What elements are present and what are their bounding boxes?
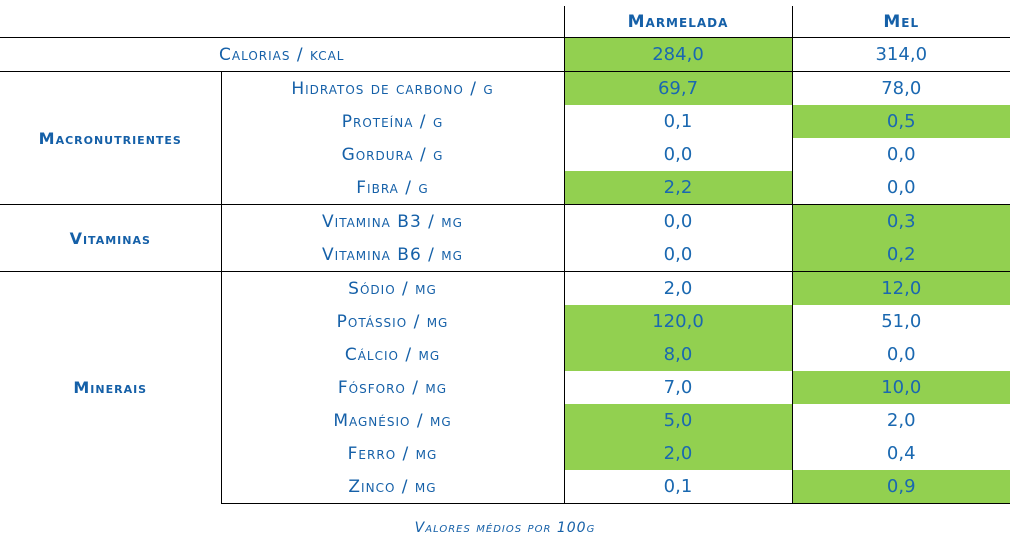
table-row: Gordura / g 0,0 0,0: [0, 138, 1010, 171]
value-marmelada: 0,1: [563, 105, 792, 138]
value-marmelada: 5,0: [563, 404, 792, 437]
table-row-calorias: Calorias / kcal 284,0 314,0: [0, 37, 1010, 72]
table-row: Cálcio / mg 8,0 0,0: [0, 338, 1010, 371]
value-marmelada: 0,0: [563, 204, 792, 238]
group-label-macronutrientes: Macronutrientes: [0, 71, 221, 205]
row-label: Zinco / mg: [220, 470, 564, 504]
value-marmelada: 8,0: [563, 338, 792, 371]
header-empty: [0, 6, 221, 38]
table-row: Zinco / mg 0,1 0,9: [0, 470, 1010, 504]
value-mel: 0,0: [791, 338, 1010, 371]
table-row: Fósforo / mg 7,0 10,0: [0, 371, 1010, 404]
row-label: Ferro / mg: [220, 437, 564, 470]
row-label: Fibra / g: [220, 171, 564, 205]
header-empty: [221, 6, 564, 38]
header-row: Marmelada Mel: [0, 6, 1010, 38]
value-mel: 51,0: [791, 305, 1010, 338]
table-row: Fibra / g 2,2 0,0: [0, 171, 1010, 205]
row-label: Cálcio / mg: [220, 338, 564, 371]
value-mel: 10,0: [791, 371, 1010, 404]
value-marmelada: 2,0: [563, 437, 792, 470]
value-mel: 0,0: [791, 171, 1010, 205]
value-mel: 78,0: [791, 71, 1010, 105]
header-marmelada: Marmelada: [563, 6, 792, 38]
row-label: Hidratos de carbono / g: [220, 71, 564, 105]
table-row: Vitamina B6 / mg 0,0 0,2: [0, 238, 1010, 272]
value-marmelada: 7,0: [563, 371, 792, 404]
value-mel: 0,3: [791, 204, 1010, 238]
row-label: Gordura / g: [220, 138, 564, 171]
value-mel: 0,5: [791, 105, 1010, 138]
nutrition-table: Marmelada Mel Calorias / kcal 284,0 314,…: [0, 6, 1010, 504]
table-row: Macronutrientes Hidratos de carbono / g …: [0, 71, 1010, 205]
row-label: Fósforo / mg: [220, 371, 564, 404]
value-mel: 0,2: [791, 238, 1010, 272]
value-mel: 0,0: [791, 138, 1010, 171]
value-marmelada: 0,0: [563, 238, 792, 272]
row-label: Calorias / kcal: [0, 37, 564, 72]
value-mel: 314,0: [791, 37, 1010, 72]
value-marmelada: 120,0: [563, 305, 792, 338]
table-row: Potássio / mg 120,0 51,0: [0, 305, 1010, 338]
row-label: Vitamina B6 / mg: [220, 238, 564, 272]
value-marmelada: 2,0: [563, 271, 792, 305]
value-marmelada: 0,0: [563, 138, 792, 171]
value-marmelada: 0,1: [563, 470, 792, 504]
row-label: Sódio / mg: [220, 271, 564, 305]
value-mel: 0,9: [791, 470, 1010, 504]
row-label: Proteína / g: [220, 105, 564, 138]
value-marmelada: 284,0: [563, 37, 792, 72]
header-mel: Mel: [791, 6, 1010, 38]
row-label: Potássio / mg: [220, 305, 564, 338]
table-row: Magnésio / mg 5,0 2,0: [0, 404, 1010, 437]
table-row: Ferro / mg 2,0 0,4: [0, 437, 1010, 470]
group-label-vitaminas: Vitaminas: [0, 204, 221, 272]
value-marmelada: 2,2: [563, 171, 792, 205]
row-label: Magnésio / mg: [220, 404, 564, 437]
row-label: Vitamina B3 / mg: [220, 204, 564, 238]
value-marmelada: 69,7: [563, 71, 792, 105]
value-mel: 2,0: [791, 404, 1010, 437]
value-mel: 12,0: [791, 271, 1010, 305]
table-row: Minerais Sódio / mg 2,0 12,0: [0, 271, 1010, 504]
value-mel: 0,4: [791, 437, 1010, 470]
group-label-minerais: Minerais: [0, 271, 221, 504]
table-row: Vitaminas Vitamina B3 / mg 0,0 0,3: [0, 204, 1010, 272]
table-caption: Valores médios por 100g: [414, 520, 596, 536]
table-row: Proteína / g 0,1 0,5: [0, 105, 1010, 138]
